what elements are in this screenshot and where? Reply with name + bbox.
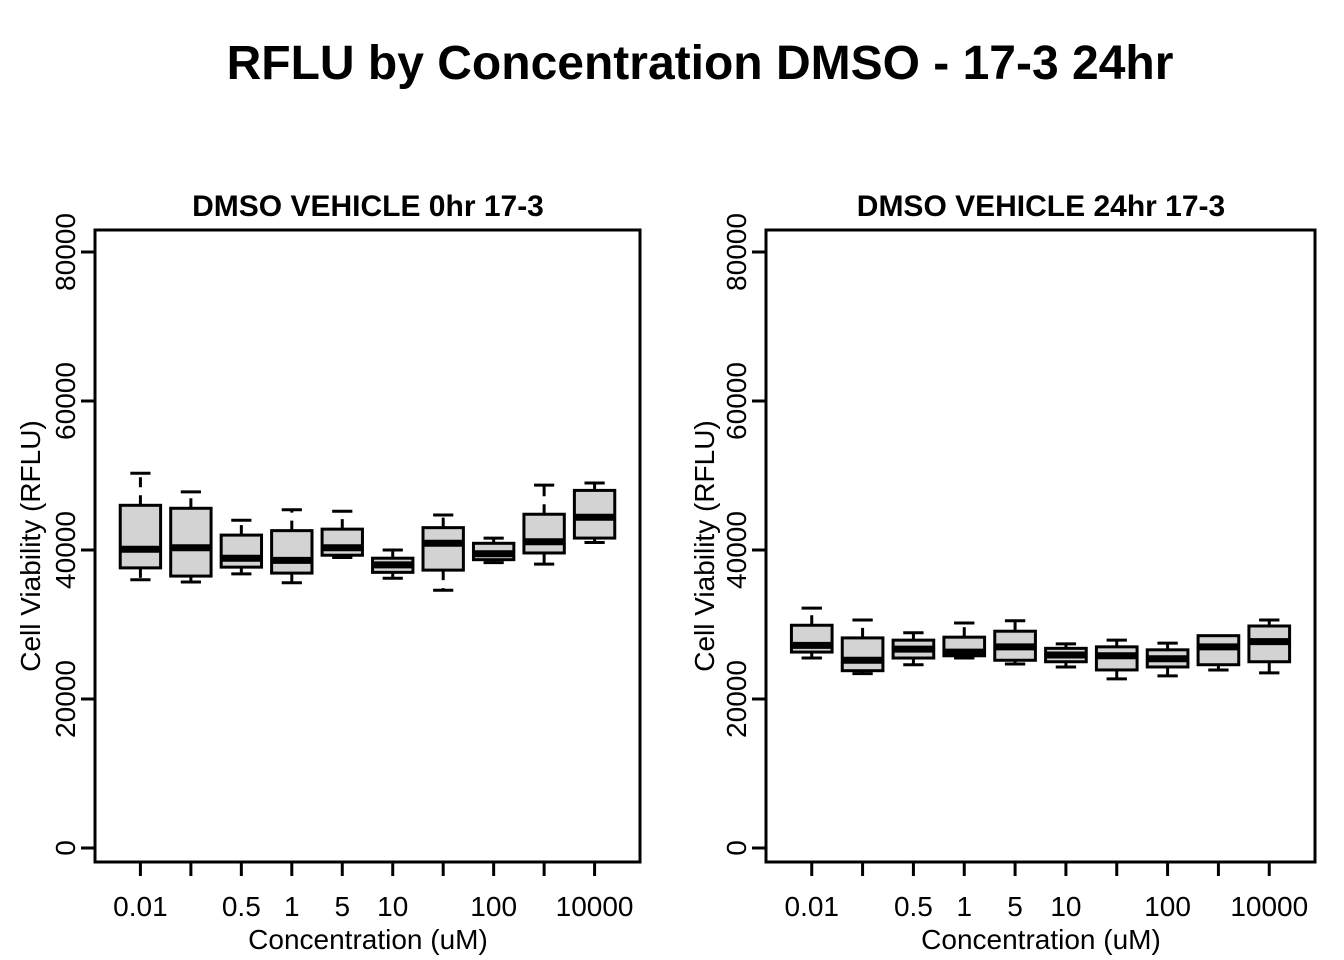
box-iqr bbox=[320, 527, 364, 557]
x-tick-label: 0.5 bbox=[894, 891, 933, 922]
y-tick-label: 0 bbox=[50, 840, 81, 856]
box-iqr bbox=[219, 533, 264, 569]
y-tick-label: 40000 bbox=[721, 511, 752, 589]
x-tick-label: 0.01 bbox=[785, 891, 840, 922]
x-tick-label: 10000 bbox=[556, 891, 634, 922]
x-axis-label-left: Concentration (uM) bbox=[248, 924, 488, 955]
y-tick-label: 20000 bbox=[50, 660, 81, 738]
x-tick-label: 10000 bbox=[1230, 891, 1308, 922]
y-tick-label: 60000 bbox=[50, 362, 81, 440]
y-axis-label-left: Cell Viability (RFLU) bbox=[15, 420, 46, 672]
x-tick-label: 10 bbox=[377, 891, 408, 922]
x-tick-label: 1 bbox=[284, 891, 300, 922]
box-iqr bbox=[270, 529, 314, 575]
y-tick-label: 40000 bbox=[50, 511, 81, 589]
panel-title-24hr: DMSO VEHICLE 24hr 17-3 bbox=[856, 190, 1226, 223]
x-tick-label: 100 bbox=[470, 891, 517, 922]
box-iqr bbox=[522, 512, 566, 555]
box-iqr bbox=[169, 506, 213, 578]
y-axis-label-right: Cell Viability (RFLU) bbox=[689, 420, 720, 672]
y-tick-label: 20000 bbox=[721, 660, 752, 738]
y-tick-label: 0 bbox=[721, 840, 752, 856]
y-tick-label: 80000 bbox=[721, 213, 752, 291]
x-tick-label: 5 bbox=[1007, 891, 1023, 922]
box-iqr bbox=[118, 503, 163, 570]
panel-title-0hr: DMSO VEHICLE 0hr 17-3 bbox=[192, 190, 544, 223]
x-tick-label: 5 bbox=[334, 891, 350, 922]
x-tick-label: 0.5 bbox=[222, 891, 261, 922]
box-iqr bbox=[840, 636, 885, 673]
box-iqr bbox=[421, 526, 465, 572]
y-tick-label: 80000 bbox=[50, 213, 81, 291]
plot-border bbox=[764, 228, 1317, 864]
y-tick-label: 60000 bbox=[721, 362, 752, 440]
x-tick-label: 10 bbox=[1050, 891, 1081, 922]
x-tick-label: 100 bbox=[1144, 891, 1191, 922]
plot-border bbox=[93, 228, 642, 864]
x-axis-label-right: Concentration (uM) bbox=[921, 924, 1161, 955]
page-title: RFLU by Concentration DMSO - 17-3 24hr bbox=[226, 37, 1174, 90]
x-tick-label: 0.01 bbox=[113, 891, 168, 922]
x-tick-label: 1 bbox=[956, 891, 972, 922]
